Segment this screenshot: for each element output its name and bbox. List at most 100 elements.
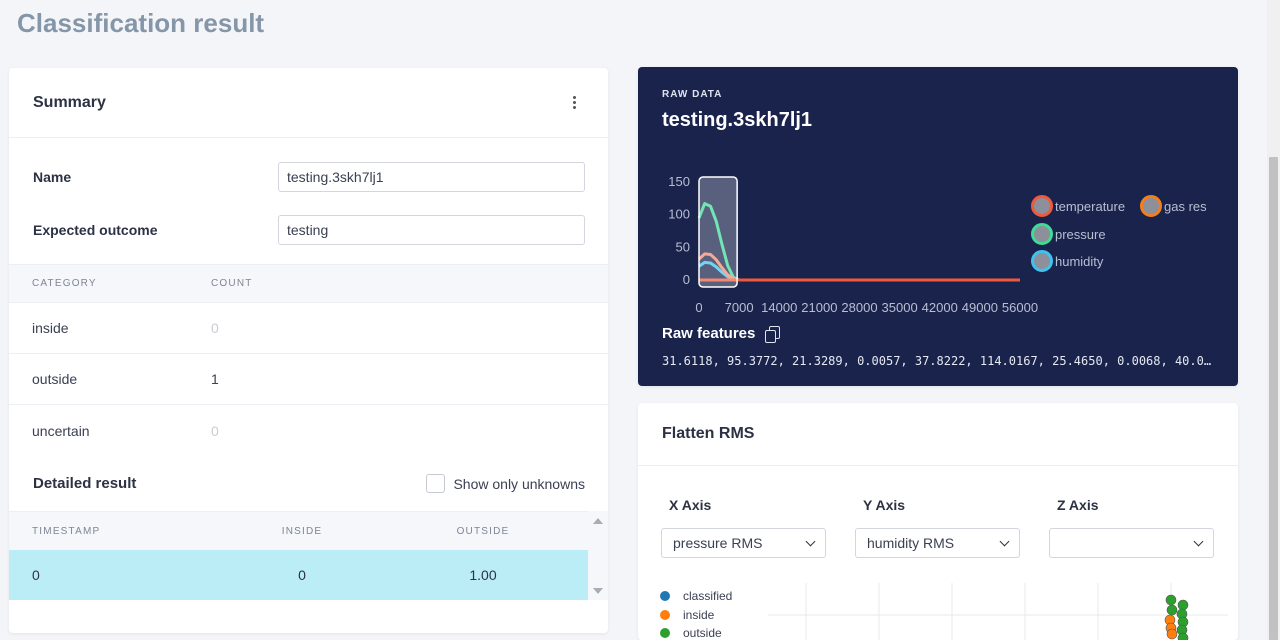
legend-swatch: [1140, 195, 1162, 217]
expected-outcome-row: Expected outcome: [9, 203, 608, 256]
summary-title: Summary: [33, 93, 106, 111]
raw-features-label: Raw features: [662, 325, 756, 342]
flatten-rms-header: Flatten RMS: [638, 403, 1238, 466]
category-name: outside: [32, 371, 78, 387]
scroll-up-icon[interactable]: [593, 518, 603, 524]
raw-features-header: Raw features: [662, 325, 781, 343]
scatter-legend-item[interactable]: classified: [660, 589, 732, 603]
brush-window[interactable]: [698, 176, 738, 288]
list-item: uncertain 0: [9, 405, 608, 456]
category-name: inside: [32, 320, 69, 336]
raw-features-values: 31.6118, 95.3772, 21.3289, 0.0057, 37.82…: [662, 354, 1217, 368]
summary-card: Summary Name Expected outcome CATEGORY C…: [9, 68, 608, 633]
show-only-unknowns-toggle[interactable]: Show only unknowns: [426, 474, 585, 493]
series-line-humidity: [698, 260, 1020, 282]
x-tick-label: 49000: [962, 300, 998, 315]
detailed-result-table: TIMESTAMP INSIDE OUTSIDE 0 0 1.00: [9, 511, 608, 600]
legend-label: pressure: [1055, 226, 1106, 242]
feature-scatter-plot: [768, 583, 1228, 640]
scatter-legend-item[interactable]: inside: [660, 608, 714, 622]
x-tick-label: 28000: [841, 300, 877, 315]
scatter-legend-item[interactable]: outside: [660, 626, 722, 640]
scatter-legend-label: classified: [683, 589, 733, 603]
chevron-down-icon: [805, 536, 816, 546]
y-axis-select[interactable]: humidity RMS: [855, 528, 1020, 558]
series-line-unnamed: [697, 252, 1020, 282]
timestamp-column-header: TIMESTAMP: [32, 525, 101, 537]
raw-data-label: RAW DATA: [662, 89, 723, 100]
show-only-unknowns-label: Show only unknowns: [453, 475, 585, 492]
detailed-result-title: Detailed result: [33, 475, 137, 492]
row-inside: 0: [298, 567, 306, 583]
row-outside: 1.00: [469, 567, 497, 583]
y-tick-label: 100: [668, 207, 690, 222]
legend-item[interactable]: temperature: [1031, 195, 1125, 217]
z-axis-select[interactable]: [1049, 528, 1214, 558]
category-list: inside 0 outside 1 uncertain 0: [9, 303, 608, 456]
more-options-icon[interactable]: [564, 93, 584, 113]
series-line-pressure: [697, 202, 1020, 282]
inside-column-header: INSIDE: [281, 525, 323, 537]
category-name: uncertain: [32, 422, 90, 439]
count-column-header: COUNT: [211, 278, 253, 289]
y-tick-label: 150: [668, 174, 690, 189]
legend-label: temperature: [1055, 198, 1126, 214]
scatter-point[interactable]: [1166, 628, 1178, 640]
table-row[interactable]: 0 0 1.00: [9, 550, 588, 600]
scatter-legend-label: inside: [683, 607, 715, 622]
x-axis-select[interactable]: pressure RMS: [661, 528, 826, 558]
table-scrollbar[interactable]: [588, 511, 608, 600]
page-scrollbar-thumb[interactable]: [1269, 157, 1278, 640]
scatter-legend-label: outside: [683, 626, 722, 640]
x-tick-label: 14000: [761, 300, 797, 315]
legend-item[interactable]: pressure: [1031, 223, 1106, 245]
raw-data-chart: 150 100 50 00 7000 14000 21000 28000 35000 42000 4…: [668, 174, 1038, 315]
y-tick-label: 50: [676, 239, 690, 254]
show-only-unknowns-checkbox[interactable]: [426, 474, 446, 493]
name-label: Name: [33, 168, 72, 185]
legend-item[interactable]: gas res: [1140, 195, 1207, 217]
detailed-table-header: TIMESTAMP INSIDE OUTSIDE: [9, 511, 588, 550]
scatter-point[interactable]: [1166, 604, 1178, 616]
legend-swatch: [1031, 195, 1053, 217]
name-input[interactable]: [278, 161, 585, 192]
category-count: 0: [211, 422, 219, 439]
flatten-rms-card: Flatten RMS X Axis Y Axis Z Axis pressur…: [638, 403, 1238, 640]
scatter-legend-dot: [660, 609, 670, 620]
category-count: 0: [211, 320, 219, 336]
x-tick-label: 21000: [801, 300, 837, 315]
y-axis-label: Y Axis: [863, 497, 906, 513]
copy-icon[interactable]: [765, 326, 781, 343]
list-item: outside 1: [9, 354, 608, 405]
x-tick-label: 0: [695, 300, 702, 315]
legend-swatch: [1031, 250, 1053, 272]
y-tick-label: 0: [683, 272, 690, 287]
legend-item[interactable]: humidity: [1031, 250, 1103, 272]
category-table-header: CATEGORY COUNT: [9, 264, 608, 303]
raw-data-card: RAW DATA testing.3skh7lj1 150 100 50 0 0 7000…: [638, 67, 1238, 386]
detailed-result-header: Detailed result Show only unknowns: [9, 456, 608, 511]
expected-outcome-label: Expected outcome: [33, 221, 158, 238]
x-axis-select-value: pressure RMS: [673, 535, 763, 551]
scatter-point[interactable]: [1177, 632, 1189, 640]
expected-outcome-input[interactable]: [278, 214, 585, 245]
scroll-down-icon[interactable]: [593, 588, 603, 594]
z-axis-label: Z Axis: [1057, 497, 1099, 513]
outside-column-header: OUTSIDE: [456, 525, 510, 537]
category-column-header: CATEGORY: [32, 278, 97, 289]
x-tick-label: 56000: [1002, 300, 1038, 315]
chevron-down-icon: [999, 536, 1010, 546]
scatter-point[interactable]: [1165, 594, 1177, 606]
x-tick-label: 7000: [725, 300, 754, 315]
x-axis-label: X Axis: [669, 497, 712, 513]
page-scrollbar[interactable]: [1267, 0, 1280, 640]
row-timestamp: 0: [32, 567, 40, 583]
raw-data-title: testing.3skh7lj1: [662, 109, 813, 131]
category-count: 1: [211, 371, 219, 387]
x-tick-label: 42000: [922, 300, 958, 315]
scatter-point[interactable]: [1177, 599, 1189, 611]
list-item: inside 0: [9, 303, 608, 354]
x-tick-label: 35000: [882, 300, 918, 315]
name-row: Name: [9, 150, 608, 203]
chevron-down-icon: [1193, 536, 1204, 546]
